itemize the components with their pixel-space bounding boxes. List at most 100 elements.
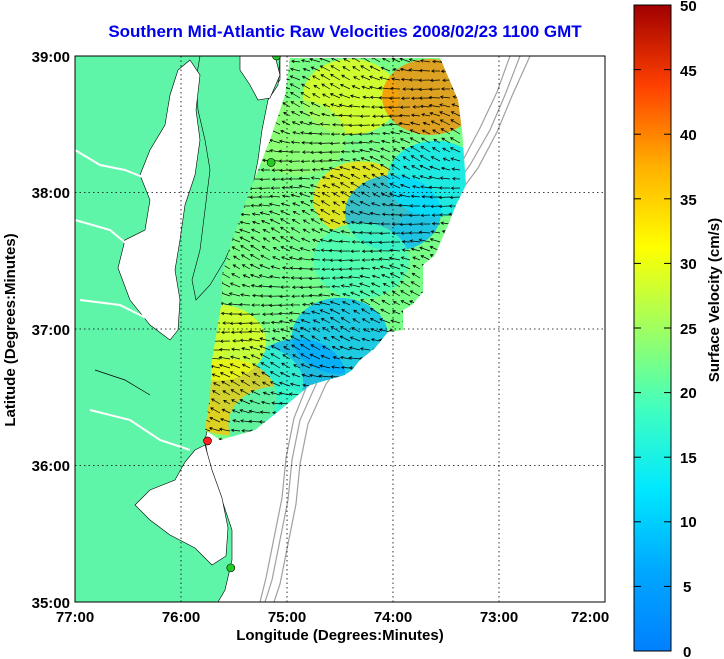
velocity-arrow [220, 311, 231, 316]
velocity-arrow [408, 78, 421, 82]
velocity-arrow [301, 311, 311, 315]
velocity-arrow [353, 76, 361, 81]
velocity-arrow [420, 213, 431, 218]
velocity-arrow [418, 238, 431, 243]
velocity-arrow [341, 132, 351, 137]
velocity-arrow [389, 182, 401, 189]
velocity-arrow [420, 146, 431, 153]
velocity-arrow [318, 301, 331, 306]
velocity-arrow [358, 132, 371, 136]
velocity-arrow [370, 290, 381, 297]
velocity-arrow [291, 344, 301, 351]
velocity-arrow [441, 137, 451, 144]
velocity-arrow [431, 213, 441, 217]
velocity-arrow [258, 203, 271, 207]
velocity-arrow [342, 211, 351, 216]
velocity-arrow [321, 192, 331, 198]
velocity-arrow [359, 274, 371, 279]
velocity-arrow [430, 230, 441, 234]
velocity-arrow [280, 202, 291, 207]
velocity-arrow [219, 372, 231, 378]
velocity-arrow [409, 121, 421, 126]
velocity-arrow [399, 58, 411, 63]
colorbar-tick: 45 [680, 63, 697, 80]
velocity-arrow [340, 149, 351, 154]
velocity-arrow [352, 318, 361, 324]
velocity-arrow [309, 267, 321, 271]
velocity-arrow [339, 83, 351, 90]
velocity-arrow [360, 104, 371, 109]
velocity-arrow [342, 66, 351, 72]
velocity-arrow [218, 355, 231, 360]
velocity-arrow [418, 230, 431, 235]
velocity-arrow [348, 267, 361, 271]
velocity-arrow [328, 248, 341, 253]
velocity-arrow [290, 140, 301, 144]
velocity-arrow [388, 114, 401, 118]
velocity-arrow [328, 150, 341, 154]
velocity-arrow [380, 182, 391, 189]
velocity-arrow [312, 93, 321, 99]
velocity-arrow [339, 345, 351, 351]
velocity-arrow [249, 195, 261, 199]
velocity-arrow [278, 391, 291, 396]
velocity-arrow [309, 302, 321, 306]
velocity-arrow [369, 65, 381, 72]
velocity-arrow [399, 105, 411, 109]
velocity-arrow [232, 255, 241, 261]
velocity-arrow [401, 248, 411, 252]
velocity-arrow [350, 291, 361, 297]
y-tick-label: 37:00 [32, 322, 70, 339]
velocity-arrow [229, 321, 241, 326]
velocity-arrow [391, 222, 401, 226]
velocity-arrow [240, 245, 251, 252]
velocity-arrow [289, 246, 301, 252]
velocity-arrow [381, 299, 391, 306]
velocity-arrow [249, 312, 261, 317]
velocity-arrow [291, 111, 301, 117]
velocity-arrow [299, 285, 311, 290]
velocity-arrow [388, 264, 401, 270]
velocity-arrow [402, 87, 411, 91]
velocity-arrow [281, 120, 291, 126]
velocity-arrow [321, 175, 331, 180]
plot-frame [74, 55, 606, 603]
velocity-arrow [300, 363, 311, 369]
velocity-arrow [368, 221, 381, 226]
velocity-arrow [230, 379, 241, 387]
velocity-arrow [310, 257, 321, 262]
velocity-arrow [380, 66, 391, 72]
velocity-arrow [369, 211, 381, 216]
velocity-arrow [279, 226, 291, 234]
velocity-arrow [289, 311, 301, 315]
velocity-arrow [440, 128, 451, 135]
velocity-arrow [360, 65, 371, 72]
velocity-arrow [311, 248, 321, 252]
velocity-arrow [358, 140, 371, 145]
velocity-arrow [311, 228, 321, 234]
velocity-arrow [408, 58, 421, 63]
velocity-arrow [330, 132, 341, 136]
chesapeake-bay [117, 59, 201, 341]
velocity-arrow [418, 87, 431, 92]
velocity-arrow [211, 373, 221, 378]
velocity-arrow [300, 343, 311, 351]
x-tick-label: 74:00 [374, 609, 412, 626]
velocity-arrow [270, 361, 281, 369]
velocity-arrow [308, 276, 321, 281]
velocity-arrow [319, 122, 331, 126]
colorbar-tick: 0 [683, 644, 691, 659]
velocity-arrow [278, 303, 291, 307]
velocity-arrow [279, 371, 291, 378]
velocity-arrow [398, 129, 411, 135]
colorbar-tick: 35 [680, 192, 697, 209]
velocity-arrow [309, 58, 321, 63]
velocity-arrow [430, 156, 441, 162]
velocity-arrow [439, 176, 451, 180]
velocity-arrow [300, 294, 311, 298]
velocity-arrow [361, 308, 371, 315]
velocity-arrow [332, 123, 341, 127]
velocity-arrow [368, 231, 381, 235]
velocity-arrow [379, 76, 391, 81]
velocity-arrow [369, 155, 381, 162]
